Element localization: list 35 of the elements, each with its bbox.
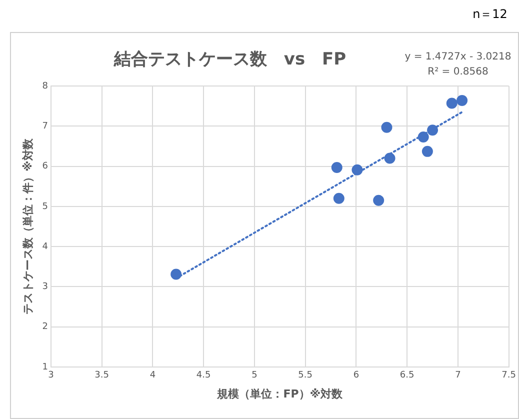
point [170, 268, 182, 280]
point [384, 152, 396, 164]
point [373, 194, 384, 206]
x-tick-label: 4.5 [196, 370, 211, 381]
text: n＝12 [472, 7, 508, 22]
x-tick-label: 3.5 [94, 370, 109, 381]
y-tick-label: 2 [42, 322, 48, 332]
point [352, 164, 363, 176]
y-axis-title: テストケース数（単位：件）※対数 [21, 138, 34, 314]
x-axis-title: 規模（単位：FP）※対数 [216, 387, 344, 400]
y-tick-label: 8 [42, 81, 48, 92]
x-tick-label: 5.5 [298, 370, 312, 381]
text: R² = 0.8568 [428, 66, 488, 78]
point [331, 162, 342, 173]
text: y = 1.4727x - 3.0218 [404, 52, 512, 63]
point [446, 98, 458, 109]
point [427, 124, 438, 136]
point [456, 94, 468, 106]
x-tick-label: 6 [353, 370, 360, 381]
y-tick-label: 6 [42, 162, 48, 172]
y-tick-label: 7 [42, 121, 48, 132]
y-tick-label: 4 [42, 242, 48, 252]
point [422, 146, 433, 157]
x-tick-label: 6.5 [400, 370, 414, 381]
chart-title: 結合テストケース数 vs FP [112, 49, 346, 70]
y-tick-label: 3 [42, 282, 48, 292]
x-tick-label: 5 [252, 370, 258, 381]
x-tick-label: 4 [150, 370, 156, 381]
point [418, 131, 429, 142]
x-tick-label: 7 [455, 370, 461, 381]
x-tick-label: 7.5 [502, 370, 516, 381]
y-tick-label: 1 [42, 362, 48, 372]
point [381, 122, 392, 133]
y-tick-label: 5 [42, 202, 48, 212]
point [333, 192, 344, 204]
